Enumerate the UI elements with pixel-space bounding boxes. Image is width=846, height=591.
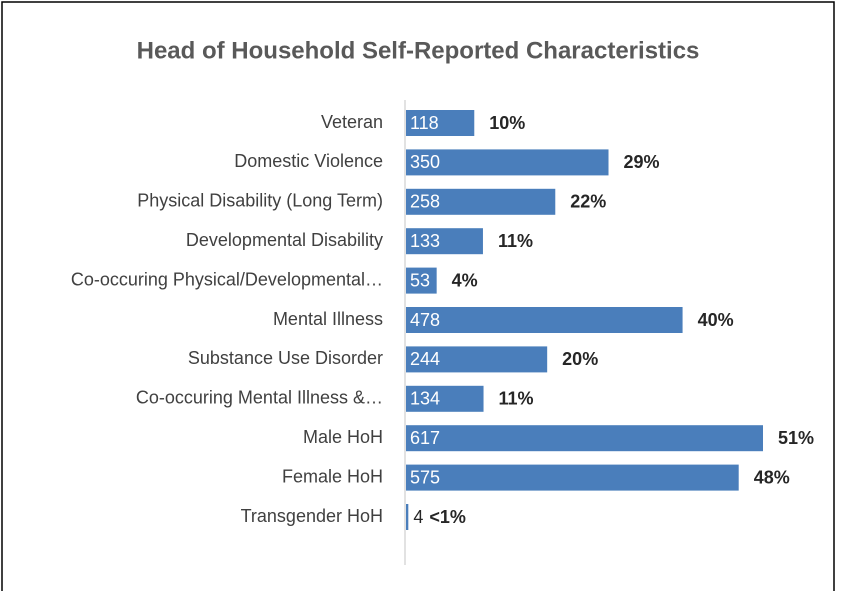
percent-label: 48% [754, 467, 790, 487]
bar [406, 188, 556, 215]
category-label: Veteran [321, 112, 383, 132]
category-label: Physical Disability (Long Term) [137, 191, 383, 211]
count-label: 478 [410, 310, 440, 330]
percent-label: 20% [562, 349, 598, 369]
bar [406, 228, 483, 255]
percent-label: 10% [489, 113, 525, 133]
chart-title: Head of Household Self-Reported Characte… [137, 37, 700, 64]
bar [406, 149, 609, 176]
count-label: 133 [410, 231, 440, 251]
count-label: 53 [410, 270, 430, 290]
bar [406, 346, 548, 373]
bar [406, 267, 437, 294]
category-label: Female HoH [282, 466, 383, 486]
percent-label: 22% [570, 192, 606, 212]
count-label: 575 [410, 467, 440, 487]
category-label: Male HoH [303, 427, 383, 447]
bar [406, 464, 739, 491]
percent-label: <1% [429, 507, 466, 527]
category-label: Co-occuring Physical/Developmental… [71, 269, 383, 289]
bar [406, 385, 484, 412]
percent-label: 51% [778, 428, 814, 448]
count-label: 134 [410, 389, 440, 409]
count-label: 4 [413, 507, 423, 527]
count-label: 350 [410, 152, 440, 172]
category-label: Domestic Violence [234, 151, 383, 171]
percent-label: 4% [452, 270, 478, 290]
count-label: 118 [410, 113, 439, 133]
bar [406, 425, 763, 452]
bar [406, 504, 409, 530]
category-label: Transgender HoH [241, 506, 383, 526]
count-label: 258 [410, 192, 440, 212]
count-label: 617 [410, 428, 440, 448]
percent-label: 29% [624, 152, 660, 172]
category-label: Substance Use Disorder [188, 348, 383, 368]
percent-label: 40% [698, 310, 734, 330]
category-label: Developmental Disability [186, 230, 383, 250]
percent-label: 11% [498, 231, 533, 251]
bar [406, 307, 683, 333]
count-label: 244 [410, 349, 440, 369]
category-label: Mental Illness [273, 309, 383, 329]
percent-label: 11% [499, 389, 534, 409]
category-label: Co-occuring Mental Illness &… [136, 388, 383, 408]
bar [406, 110, 475, 136]
